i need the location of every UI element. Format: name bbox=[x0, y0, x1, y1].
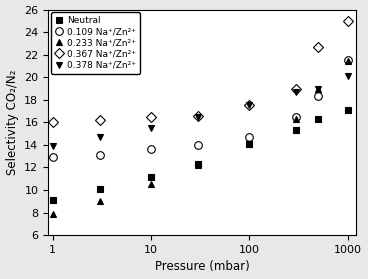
Legend: Neutral, 0.109 Na⁺/Zn²⁺, 0.233 Na⁺/Zn²⁺, 0.367 Na⁺/Zn²⁺, 0.378 Na⁺/Zn²⁺: Neutral, 0.109 Na⁺/Zn²⁺, 0.233 Na⁺/Zn²⁺,… bbox=[51, 12, 139, 73]
Neutral bbox=[316, 117, 321, 121]
0.109 Na⁺/Zn²⁺ bbox=[98, 153, 102, 157]
Neutral bbox=[294, 129, 298, 132]
0.233 Na⁺/Zn²⁺ bbox=[196, 163, 200, 167]
0.367 Na⁺/Zn²⁺ bbox=[316, 45, 321, 49]
0.109 Na⁺/Zn²⁺ bbox=[294, 115, 298, 118]
0.378 Na⁺/Zn²⁺ bbox=[196, 115, 200, 118]
0.233 Na⁺/Zn²⁺ bbox=[346, 60, 350, 63]
0.378 Na⁺/Zn²⁺ bbox=[294, 90, 298, 93]
Line: 0.378 Na⁺/Zn²⁺: 0.378 Na⁺/Zn²⁺ bbox=[49, 73, 351, 150]
0.233 Na⁺/Zn²⁺ bbox=[98, 200, 102, 203]
0.378 Na⁺/Zn²⁺ bbox=[247, 104, 252, 107]
0.233 Na⁺/Zn²⁺ bbox=[149, 183, 153, 186]
0.378 Na⁺/Zn²⁺ bbox=[149, 126, 153, 130]
Line: 0.233 Na⁺/Zn²⁺: 0.233 Na⁺/Zn²⁺ bbox=[49, 58, 351, 217]
Line: Neutral: Neutral bbox=[49, 107, 351, 204]
Line: 0.367 Na⁺/Zn²⁺: 0.367 Na⁺/Zn²⁺ bbox=[49, 17, 351, 126]
0.233 Na⁺/Zn²⁺ bbox=[316, 87, 321, 90]
Line: 0.109 Na⁺/Zn²⁺: 0.109 Na⁺/Zn²⁺ bbox=[49, 57, 352, 161]
0.233 Na⁺/Zn²⁺ bbox=[247, 142, 252, 145]
0.378 Na⁺/Zn²⁺ bbox=[346, 74, 350, 78]
Neutral bbox=[149, 175, 153, 178]
0.109 Na⁺/Zn²⁺ bbox=[50, 156, 55, 159]
0.109 Na⁺/Zn²⁺ bbox=[346, 59, 350, 62]
Neutral bbox=[98, 187, 102, 191]
0.378 Na⁺/Zn²⁺ bbox=[316, 87, 321, 90]
0.367 Na⁺/Zn²⁺ bbox=[50, 121, 55, 124]
X-axis label: Pressure (mbar): Pressure (mbar) bbox=[155, 260, 249, 273]
0.378 Na⁺/Zn²⁺ bbox=[98, 135, 102, 139]
0.109 Na⁺/Zn²⁺ bbox=[149, 148, 153, 151]
0.233 Na⁺/Zn²⁺ bbox=[50, 212, 55, 215]
0.367 Na⁺/Zn²⁺ bbox=[149, 115, 153, 118]
Neutral bbox=[196, 162, 200, 166]
0.367 Na⁺/Zn²⁺ bbox=[98, 118, 102, 122]
Neutral bbox=[50, 199, 55, 202]
0.367 Na⁺/Zn²⁺ bbox=[294, 87, 298, 90]
Y-axis label: Selectivity CO₂/N₂: Selectivity CO₂/N₂ bbox=[6, 70, 18, 175]
0.233 Na⁺/Zn²⁺ bbox=[294, 117, 298, 121]
0.109 Na⁺/Zn²⁺ bbox=[247, 135, 252, 139]
0.109 Na⁺/Zn²⁺ bbox=[316, 95, 321, 98]
Neutral bbox=[346, 108, 350, 112]
0.367 Na⁺/Zn²⁺ bbox=[346, 19, 350, 23]
Neutral bbox=[247, 142, 252, 145]
0.367 Na⁺/Zn²⁺ bbox=[196, 114, 200, 117]
0.109 Na⁺/Zn²⁺ bbox=[196, 143, 200, 146]
0.378 Na⁺/Zn²⁺ bbox=[50, 144, 55, 148]
0.367 Na⁺/Zn²⁺ bbox=[247, 104, 252, 107]
